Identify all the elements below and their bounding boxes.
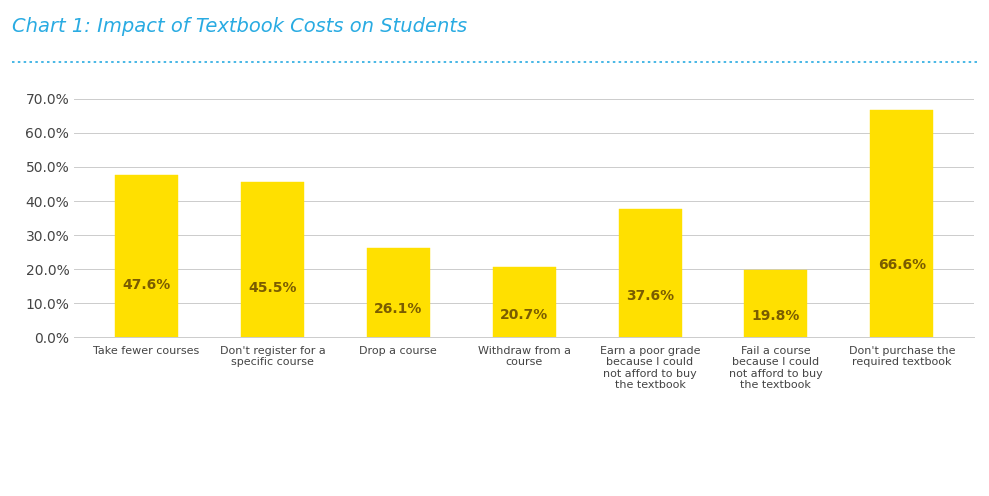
Text: 19.8%: 19.8% xyxy=(752,309,800,323)
Bar xyxy=(367,248,430,337)
Bar xyxy=(870,111,934,337)
Text: Chart 1: Impact of Textbook Costs on Students: Chart 1: Impact of Textbook Costs on Stu… xyxy=(12,17,467,36)
Bar xyxy=(745,270,807,337)
Bar xyxy=(241,183,304,337)
Text: 47.6%: 47.6% xyxy=(123,278,171,293)
Text: 26.1%: 26.1% xyxy=(374,302,422,316)
Text: 45.5%: 45.5% xyxy=(248,281,297,295)
Text: 37.6%: 37.6% xyxy=(626,289,674,303)
Bar xyxy=(493,267,556,337)
Text: 66.6%: 66.6% xyxy=(877,258,926,272)
Bar xyxy=(115,175,178,337)
Bar xyxy=(618,209,681,337)
Text: 20.7%: 20.7% xyxy=(500,308,548,322)
